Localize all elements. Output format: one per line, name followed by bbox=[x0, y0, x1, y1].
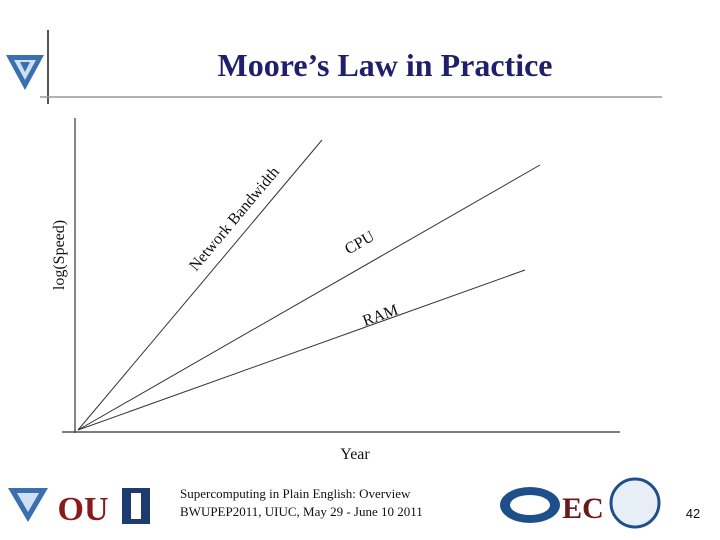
svg-text:EC: EC bbox=[562, 492, 604, 525]
trend-line bbox=[77, 164, 541, 431]
slide-title: Moore’s Law in Practice bbox=[218, 47, 553, 83]
footer-line: Supercomputing in Plain English: Overvie… bbox=[180, 486, 411, 501]
x-axis-label: Year bbox=[340, 446, 370, 463]
page-number: 42 bbox=[686, 506, 700, 521]
footer-line: BWUPEP2011, UIUC, May 29 - June 10 2011 bbox=[180, 504, 423, 519]
y-axis-label: log(Speed) bbox=[51, 220, 68, 290]
top-logo bbox=[6, 55, 44, 90]
footer-logos: OU EC bbox=[8, 477, 661, 529]
trend-line bbox=[77, 139, 323, 431]
svg-text:OU: OU bbox=[58, 491, 109, 528]
trend-line bbox=[77, 269, 526, 431]
